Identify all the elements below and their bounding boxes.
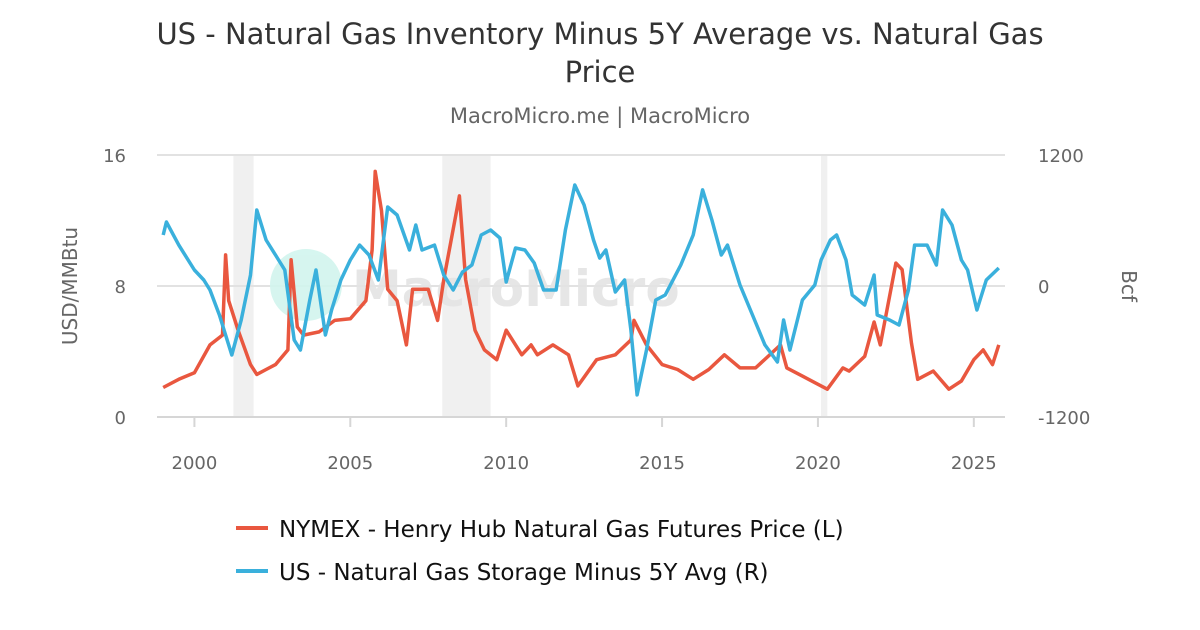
y-axes: 0 8 16 -1200 0 1200 [103, 146, 1090, 429]
series-line-price [162, 169, 1001, 391]
y-right-axis-label: Bcf [1117, 270, 1141, 303]
y-left-axis-label: USD/MMBtu [58, 227, 82, 345]
x-axis: 2000 2005 2010 2015 2020 2025 [157, 416, 1005, 474]
x-tick-label: 2015 [639, 453, 685, 474]
x-tick-label: 2025 [951, 453, 997, 474]
series-line-storage [161, 183, 1001, 397]
x-tick-label: 2020 [795, 453, 841, 474]
y-left-tick-label: 16 [103, 146, 126, 167]
y-right-tick-label: 1200 [1038, 146, 1084, 167]
legend-item-storage[interactable]: US - Natural Gas Storage Minus 5Y Avg (R… [236, 560, 769, 586]
watermark-text: MacroMicro [352, 260, 680, 318]
y-left-tick-label: 8 [115, 277, 126, 298]
chart-subtitle: MacroMicro.me | MacroMicro [450, 104, 750, 129]
legend: NYMEX - Henry Hub Natural Gas Futures Pr… [236, 517, 844, 586]
legend-item-price[interactable]: NYMEX - Henry Hub Natural Gas Futures Pr… [236, 517, 844, 543]
series-lines [161, 169, 1001, 397]
y-right-tick-label: -1200 [1038, 408, 1090, 429]
legend-label-storage: US - Natural Gas Storage Minus 5Y Avg (R… [279, 560, 769, 586]
chart-title-line-2: Price [565, 55, 636, 89]
x-tick-label: 2010 [483, 453, 529, 474]
x-tick-label: 2000 [172, 453, 218, 474]
y-left-tick-label: 0 [115, 408, 126, 429]
y-right-tick-label: 0 [1038, 277, 1049, 298]
chart-title-line-1: US - Natural Gas Inventory Minus 5Y Aver… [156, 17, 1043, 51]
legend-label-price: NYMEX - Henry Hub Natural Gas Futures Pr… [279, 517, 844, 543]
x-tick-label: 2005 [327, 453, 373, 474]
